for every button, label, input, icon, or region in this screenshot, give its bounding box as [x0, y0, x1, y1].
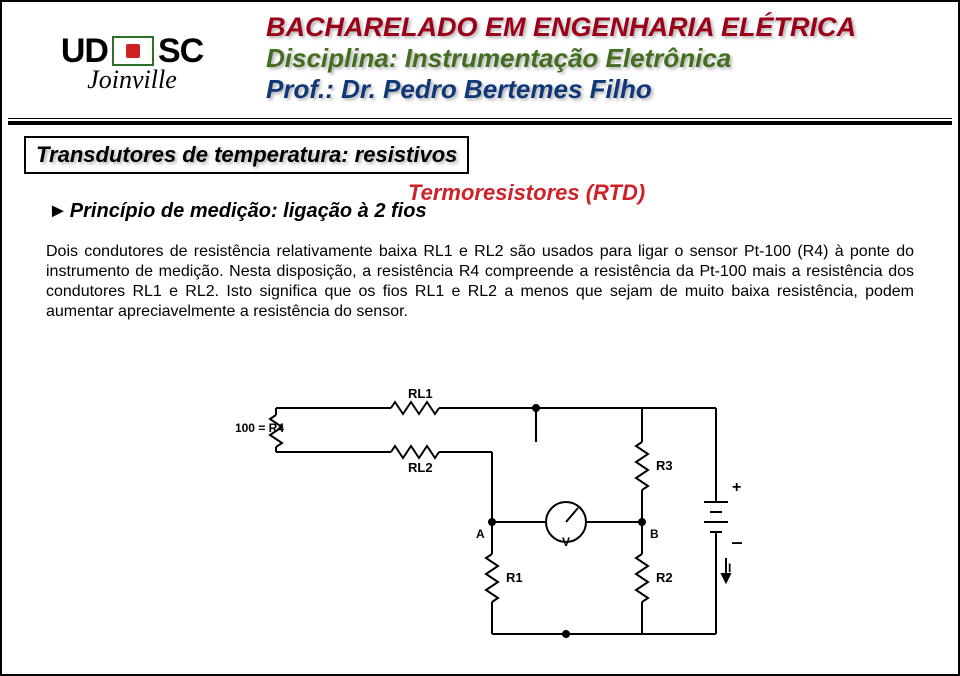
- label-rl2: RL2: [408, 460, 433, 475]
- subheading-marker-icon: ►: [48, 200, 68, 222]
- slide-header: UD SC Joinville BACHARELADO EM ENGENHARI…: [8, 8, 952, 120]
- label-i: I: [728, 561, 731, 575]
- label-b: B: [650, 527, 659, 541]
- header-line-2: Disciplina: Instrumentação Eletrônica: [266, 43, 952, 74]
- section-title-text: Transdutores de temperatura: resistivos: [36, 142, 457, 167]
- header-divider: [2, 118, 958, 128]
- slide-page: UD SC Joinville BACHARELADO EM ENGENHARI…: [0, 0, 960, 676]
- section-title-box: Transdutores de temperatura: resistivos: [24, 136, 469, 174]
- subheading-text: Princípio de medição: ligação à 2 fios: [70, 200, 427, 222]
- body-paragraph: Dois condutores de resistência relativam…: [46, 242, 914, 322]
- label-a: A: [476, 527, 485, 541]
- label-r1: R1: [506, 570, 523, 585]
- divider-thin-line: [8, 118, 952, 119]
- label-v: V: [562, 535, 570, 549]
- label-pt100: Pt 100 = R4: [236, 421, 284, 435]
- logo-subtext: Joinville: [87, 65, 177, 95]
- udesc-logo: UD SC Joinville: [8, 8, 256, 118]
- header-line-1: BACHARELADO EM ENGENHARIA ELÉTRICA: [266, 12, 952, 43]
- logo-flag-icon: [112, 36, 154, 66]
- header-text-block: BACHARELADO EM ENGENHARIA ELÉTRICA Disci…: [256, 8, 952, 105]
- label-r3: R3: [656, 458, 673, 473]
- circuit-diagram: RL1 RL2 Pt 100 = R4 R3 R1 R2 A B V I + ‒: [236, 372, 756, 662]
- label-r2: R2: [656, 570, 673, 585]
- divider-thick-line: [8, 121, 952, 125]
- logo-flag-inner-icon: [126, 44, 140, 58]
- label-minus: ‒: [731, 532, 742, 552]
- subheading: ►Princípio de medição: ligação à 2 fios: [48, 200, 427, 223]
- label-plus: +: [732, 479, 741, 496]
- label-rl1: RL1: [408, 386, 433, 401]
- header-line-3: Prof.: Dr. Pedro Bertemes Filho: [266, 74, 952, 105]
- rtd-title: Termoresistores (RTD): [408, 180, 645, 206]
